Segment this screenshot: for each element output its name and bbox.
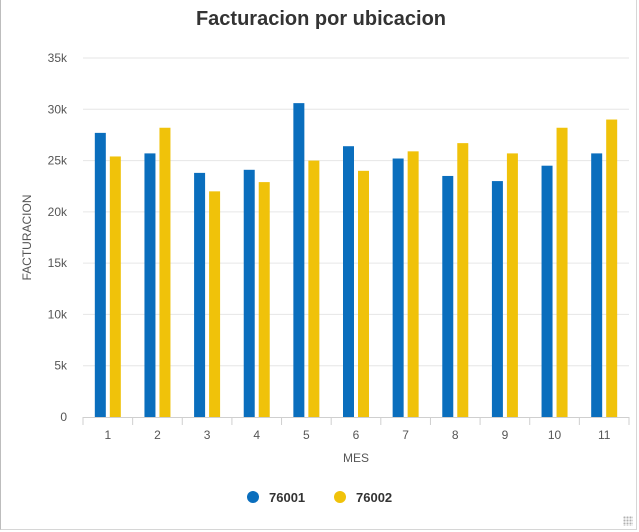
legend-label: 76002 [356,490,392,505]
bar-76001-9[interactable] [491,181,503,417]
y-tick-label: 5k [54,359,68,373]
x-tick-label: 5 [303,428,310,442]
x-tick-label: 4 [253,428,260,442]
y-tick-label: 15k [48,256,68,270]
y-tick-label: 10k [48,307,68,321]
bar-76001-7[interactable] [392,158,404,417]
legend-item-76001[interactable]: 76001 [247,490,305,505]
bar-76002-6[interactable] [358,170,369,417]
x-tick-label: 2 [154,428,161,442]
x-tick-label: 8 [452,428,459,442]
bars [94,103,618,418]
legend-marker [247,491,259,503]
bar-76002-4[interactable] [258,182,270,417]
bar-76001-3[interactable] [194,172,206,417]
legend-marker [334,491,346,503]
y-tick-label: 0 [60,410,67,424]
grid-lines [83,57,629,367]
legend: 76001 76002 [247,490,392,505]
x-tick-label: 9 [502,428,509,442]
bar-76001-10[interactable] [541,165,553,417]
bar-76001-6[interactable] [343,146,354,417]
x-tick-label: 6 [353,428,360,442]
bar-76002-3[interactable] [209,191,221,417]
bar-76002-1[interactable] [109,156,121,417]
bar-76001-11[interactable] [591,153,603,418]
bar-76001-5[interactable] [293,103,305,417]
x-axis-title: MES [343,451,369,465]
y-tick-label: 30k [48,102,68,116]
x-tick-label: 11 [598,428,611,442]
bar-76002-8[interactable] [457,143,469,418]
bar-76001-2[interactable] [144,153,156,418]
x-tick-label: 1 [104,428,111,442]
y-tick-label: 25k [48,154,68,168]
bar-76002-7[interactable] [407,151,419,417]
bar-76002-5[interactable] [308,160,320,418]
y-tick-label: 35k [48,51,68,65]
bar-76001-1[interactable] [94,132,106,417]
x-tick-label: 10 [548,428,562,442]
y-axis-title: FACTURACION [20,194,34,280]
bar-76001-8[interactable] [442,175,454,417]
chart-title: Facturacion por ubicacion [196,8,446,30]
y-tick-label: 20k [48,205,68,219]
legend-label: 76001 [269,490,305,505]
x-axis-ticks: 1 2 3 4 5 6 7 8 9 10 11 [82,417,630,442]
y-axis-ticks: 0 5k 10k 15k 20k 25k 30k 35k [48,51,68,424]
legend-item-76002[interactable]: 76002 [334,490,392,505]
bar-76002-9[interactable] [506,153,518,418]
bar-76001-4[interactable] [243,169,255,417]
x-tick-label: 7 [402,428,409,442]
bar-76002-11[interactable] [606,119,618,418]
bar-76002-2[interactable] [159,127,171,418]
resize-grip-icon[interactable] [623,516,633,526]
x-tick-label: 3 [204,428,211,442]
bar-76002-10[interactable] [556,127,568,418]
